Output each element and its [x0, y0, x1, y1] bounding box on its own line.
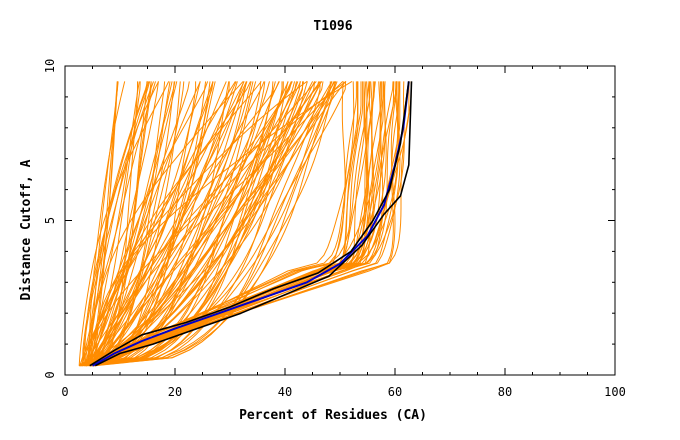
- model-line: [85, 81, 261, 367]
- model-line: [80, 81, 207, 367]
- model-line: [83, 81, 141, 367]
- model-line: [89, 81, 344, 366]
- model-line: [79, 81, 251, 366]
- model-line: [93, 81, 355, 367]
- model-line: [93, 81, 293, 367]
- model-line: [82, 81, 150, 366]
- model-line: [78, 81, 170, 366]
- model-line: [86, 81, 401, 367]
- x-axis-label: Percent of Residues (CA): [239, 408, 427, 423]
- model-line: [93, 81, 324, 367]
- model-line: [91, 81, 175, 367]
- model-line: [88, 81, 126, 366]
- x-tick-label: 60: [388, 385, 402, 399]
- model-line: [91, 81, 296, 367]
- model-line: [95, 81, 369, 367]
- model-line: [78, 81, 214, 367]
- x-tick-label: 20: [168, 385, 182, 399]
- model-line: [90, 80, 308, 366]
- x-tick-label: 80: [498, 385, 512, 399]
- model-curves: [78, 80, 413, 367]
- model-line: [87, 81, 149, 366]
- y-tick-label: 10: [43, 59, 57, 73]
- model-line: [80, 81, 201, 366]
- model-line: [95, 81, 247, 366]
- model-line: [94, 81, 190, 366]
- reference-series-line: [89, 81, 410, 367]
- model-line: [88, 81, 181, 367]
- y-axis-label: Distance Cutoff, A: [19, 159, 34, 300]
- model-line: [90, 81, 412, 367]
- model-line: [82, 81, 178, 366]
- model-line: [85, 81, 357, 367]
- model-line: [82, 81, 276, 367]
- model-line: [86, 81, 333, 367]
- model-line: [81, 81, 319, 367]
- axis-ticks: 0 20 40 60 80 100 0 5 10: [43, 59, 626, 399]
- model-line: [79, 81, 292, 367]
- model-line: [93, 81, 248, 367]
- x-tick-label: 40: [278, 385, 292, 399]
- model-line: [92, 81, 254, 367]
- model-line: [88, 81, 176, 366]
- model-line: [84, 81, 244, 366]
- x-tick-label: 0: [61, 385, 68, 399]
- model-line: [85, 81, 289, 367]
- model-line: [85, 81, 237, 367]
- model-line: [82, 81, 214, 367]
- model-line: [90, 81, 245, 367]
- x-tick-label: 100: [604, 385, 626, 399]
- y-tick-label: 0: [43, 371, 57, 378]
- model-line: [90, 81, 299, 367]
- y-tick-label: 5: [43, 217, 57, 224]
- model-line: [84, 81, 362, 367]
- model-line: [92, 81, 262, 366]
- model-line: [86, 81, 293, 367]
- model-line: [85, 81, 346, 367]
- model-line: [91, 81, 265, 367]
- model-line: [86, 81, 230, 367]
- reference-series-line: [94, 81, 413, 367]
- chart-title: T1096: [313, 19, 352, 34]
- model-line: [82, 81, 156, 366]
